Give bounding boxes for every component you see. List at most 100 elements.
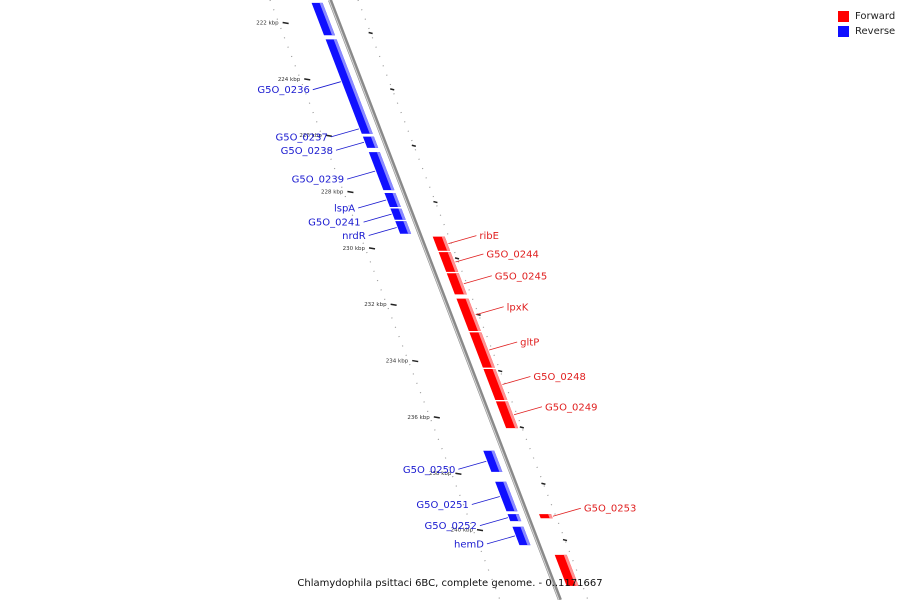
gene-label: hemD (454, 539, 484, 550)
gene-shade (319, 2, 335, 36)
gene-label-leader (368, 227, 397, 236)
outer-tick-mark (390, 88, 395, 91)
lpxk-gene (456, 298, 481, 331)
gene-label-leader (463, 275, 492, 285)
tick-marks: 222 kbp 224 kbp 226 kbp 228 kbp 230 kbp 232 k… (256, 21, 568, 542)
tick-mark (347, 190, 354, 194)
tick-mark (282, 21, 289, 25)
gene-shade (465, 298, 481, 331)
gene-label-leader (486, 535, 516, 545)
gene-label: G5O_0248 (533, 372, 585, 383)
tick-label: 238 kbp (429, 471, 452, 477)
gene-label: G5O_0249 (545, 402, 597, 413)
gene-shade (515, 514, 522, 522)
gene-label-leader (489, 341, 518, 351)
tick-label: 222 kbp (256, 21, 279, 27)
gene-shade (398, 208, 406, 220)
g5o_0249-gene (495, 401, 519, 429)
legend: Forward Reverse (838, 9, 900, 39)
gene-label: gltP (520, 338, 539, 349)
gene-label-leader (552, 507, 581, 517)
gene-shade (392, 192, 401, 208)
genes (311, 2, 579, 586)
tick-mark (368, 247, 376, 250)
legend-reverse-label: Reverse (855, 26, 896, 37)
gene-shade (370, 136, 379, 148)
gene-shade (520, 526, 531, 546)
gene-label: G5O_0252 (424, 521, 476, 532)
gene-shade (403, 221, 412, 234)
gene-label-leader (513, 406, 543, 416)
g5o_0244-gene (438, 252, 459, 272)
gene-label-leader (502, 376, 531, 385)
tick-label: 226 kbp (299, 133, 322, 139)
gene-label: G5O_0244 (486, 249, 538, 260)
gene-shade (366, 123, 373, 134)
tick-mark (476, 528, 484, 532)
tick-mark (304, 78, 311, 81)
outer-tick-mark (519, 426, 524, 429)
gene-label-leader (479, 517, 509, 526)
gene-shade (548, 514, 553, 519)
gene-shade (447, 252, 459, 272)
backbone (328, 0, 562, 600)
gene-shade (492, 369, 508, 400)
legend-forward-label: Forward (855, 11, 896, 22)
outer-tick-mark (541, 482, 546, 485)
gene-label-leader (312, 81, 341, 91)
gene-label: ribE (479, 231, 499, 242)
outer-tick-mark (562, 538, 568, 542)
gene-shade (504, 401, 519, 429)
tick-label: 232 kbp (364, 302, 387, 308)
tick-mark (325, 134, 332, 137)
tick-label: 234 kbp (386, 359, 409, 365)
forward-swatch (838, 11, 849, 22)
gene-label-leader (448, 235, 477, 245)
tick-mark (433, 416, 440, 419)
tick-mark (455, 472, 462, 475)
gene-shade (455, 273, 467, 295)
gene-label: G5O_0251 (416, 500, 468, 511)
gene-label-leader (335, 141, 365, 151)
gene-label-leader (475, 306, 504, 316)
gene-label: lpxK (507, 302, 529, 313)
gene-labels: G5O_0236 G5O_0237 G5O_0238 G5O_0239 lspA G5O_… (257, 81, 636, 550)
gene-label-leader (358, 199, 387, 209)
gene-label: G5O_0239 (292, 175, 344, 186)
tick-mark (412, 359, 419, 363)
gene-label-leader (455, 253, 484, 263)
legend-reverse: Reverse (838, 24, 900, 39)
gene-label-leader (458, 460, 487, 470)
outer-tick-mark (498, 369, 503, 373)
gene-shade (491, 450, 503, 472)
legend-forward: Forward (838, 9, 900, 24)
gene-label: G5O_0245 (495, 271, 547, 282)
tick-label: 230 kbp (343, 246, 366, 252)
genome-caption: Chlamydophila psittaci 6BC, complete gen… (297, 578, 603, 589)
gene-label: lspA (334, 204, 355, 215)
outer-tick-mark (454, 257, 460, 260)
gene-label: G5O_0238 (281, 146, 333, 157)
gltp-gene (469, 332, 495, 368)
gene-label: G5O_0237 (275, 132, 327, 143)
gene-shade (441, 236, 451, 251)
gene-label: G5O_0253 (584, 504, 636, 515)
tick-label: 228 kbp (321, 190, 344, 196)
gene-label: nrdR (342, 231, 366, 242)
gene-shade (503, 481, 518, 512)
backbone-highlight (328, 0, 560, 600)
gene-shade (333, 39, 370, 124)
gene-label: G5O_0241 (308, 218, 360, 229)
gene-shade (563, 554, 579, 586)
gene-shade (376, 152, 395, 191)
partial-gene (554, 554, 579, 586)
gene-label: G5O_0250 (403, 465, 455, 476)
tick-label: 236 kbp (407, 415, 430, 421)
outer-tick-mark (433, 200, 438, 204)
tick-label: 240 kbp (451, 528, 474, 534)
outer-tick-mark (411, 144, 417, 147)
g5o_0248-gene (483, 369, 508, 400)
gene-shade (478, 332, 495, 368)
backbone-line (328, 0, 562, 600)
gene-label-leader (471, 496, 500, 505)
